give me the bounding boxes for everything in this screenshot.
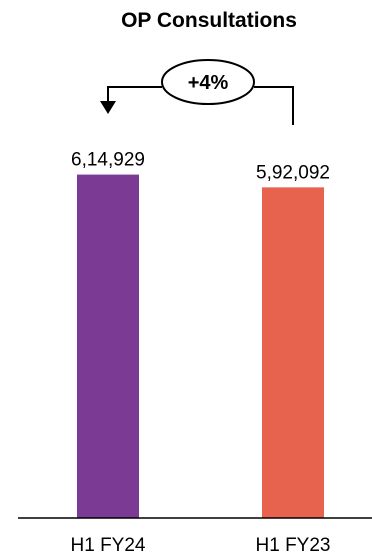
category-label: H1 FY24 bbox=[71, 535, 146, 556]
bars-group bbox=[77, 174, 324, 518]
growth-connector-line bbox=[107, 86, 294, 125]
bar-h1-fy24 bbox=[77, 174, 139, 518]
value-labels-group: 6,14,929 5,92,092 bbox=[71, 150, 330, 184]
category-labels-group: H1 FY24 H1 FY23 bbox=[71, 535, 331, 556]
category-label: H1 FY23 bbox=[256, 535, 331, 556]
chart-title: OP Consultations bbox=[121, 9, 297, 32]
growth-annotation: +4% bbox=[100, 59, 294, 125]
value-label: 6,14,929 bbox=[71, 150, 145, 171]
value-label: 5,92,092 bbox=[256, 162, 330, 183]
bar-h1-fy23 bbox=[262, 187, 324, 518]
arrow-down-icon bbox=[100, 101, 116, 114]
growth-percent-label: +4% bbox=[188, 72, 229, 94]
growth-bubble bbox=[161, 59, 255, 105]
